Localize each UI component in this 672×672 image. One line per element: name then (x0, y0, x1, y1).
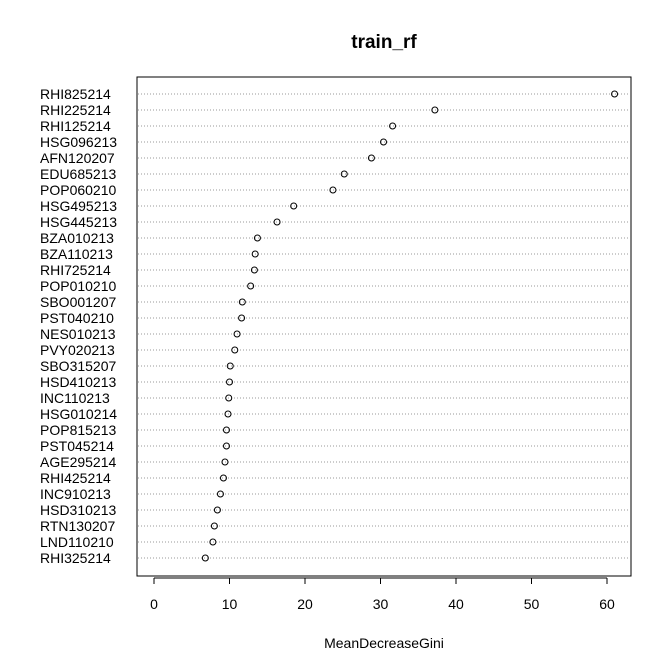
category-label: AGE295214 (40, 454, 116, 470)
category-label: RHI825214 (40, 86, 111, 102)
category-label: INC110213 (40, 390, 110, 406)
category-label: SBO315207 (40, 358, 116, 374)
data-point (250, 266, 258, 274)
grid-lines (138, 93, 630, 559)
category-label: NES010213 (40, 326, 116, 342)
data-point (253, 234, 261, 242)
x-tick-label: 50 (524, 596, 540, 612)
category-label: RTN130207 (40, 518, 115, 534)
data-point (222, 426, 230, 434)
category-label: RHI425214 (40, 470, 111, 486)
data-point (210, 522, 218, 530)
category-label: RHI225214 (40, 102, 111, 118)
category-label: HSD310213 (40, 502, 116, 518)
data-point (273, 218, 281, 226)
data-points (201, 90, 619, 562)
category-label: PVY020213 (40, 342, 115, 358)
data-point (380, 138, 388, 146)
x-tick-label: 20 (297, 596, 313, 612)
category-label: LND110210 (40, 534, 114, 550)
data-point (231, 346, 239, 354)
x-tick-label: 10 (222, 596, 238, 612)
category-label: HSD410213 (40, 374, 116, 390)
plot-area-border (136, 76, 632, 577)
category-label: RHI325214 (40, 550, 111, 566)
category-label: BZA010213 (40, 230, 114, 246)
x-tick-label: 0 (150, 596, 158, 612)
x-tick-label: 30 (373, 596, 389, 612)
data-point (224, 410, 232, 418)
data-point (247, 282, 255, 290)
data-point (389, 122, 397, 130)
data-point (225, 394, 233, 402)
category-label: AFN120207 (40, 150, 115, 166)
data-point (216, 490, 224, 498)
data-point (221, 458, 229, 466)
data-point (209, 538, 217, 546)
category-label: INC910213 (40, 486, 111, 502)
chart-title: train_rf (351, 32, 417, 53)
category-label: PST045214 (40, 438, 114, 454)
category-label: BZA110213 (40, 246, 113, 262)
data-point (367, 154, 375, 162)
category-label: PST040210 (40, 310, 114, 326)
category-label: HSG445213 (40, 214, 117, 230)
data-point (238, 298, 246, 306)
category-label: RHI725214 (40, 262, 111, 278)
category-label: POP815213 (40, 422, 116, 438)
data-point (219, 474, 227, 482)
data-point (431, 106, 439, 114)
category-label: SBO001207 (40, 294, 116, 310)
data-point (222, 442, 230, 450)
category-label: HSG010214 (40, 406, 117, 422)
category-label: HSG096213 (40, 134, 117, 150)
data-point (213, 506, 221, 514)
category-label: EDU685213 (40, 166, 116, 182)
category-label: RHI125214 (40, 118, 111, 134)
x-axis: 0 10 20 30 40 50 60 (150, 577, 615, 612)
x-tick-label: 40 (448, 596, 464, 612)
data-point (611, 90, 619, 98)
x-tick-label: 60 (599, 596, 615, 612)
data-point (226, 378, 233, 386)
data-point (290, 202, 298, 210)
data-point (340, 170, 348, 178)
data-point (201, 554, 209, 562)
data-point (251, 250, 259, 258)
category-label: HSG495213 (40, 198, 117, 214)
category-label: POP010210 (40, 278, 116, 294)
data-point (329, 186, 337, 194)
data-point (238, 314, 246, 322)
category-label: POP060210 (40, 182, 116, 198)
category-labels: RHI825214RHI225214RHI125214HSG096213AFN1… (40, 86, 117, 566)
x-axis-label: MeanDecreaseGini (324, 635, 444, 651)
data-point (226, 362, 234, 370)
data-point (233, 330, 241, 338)
